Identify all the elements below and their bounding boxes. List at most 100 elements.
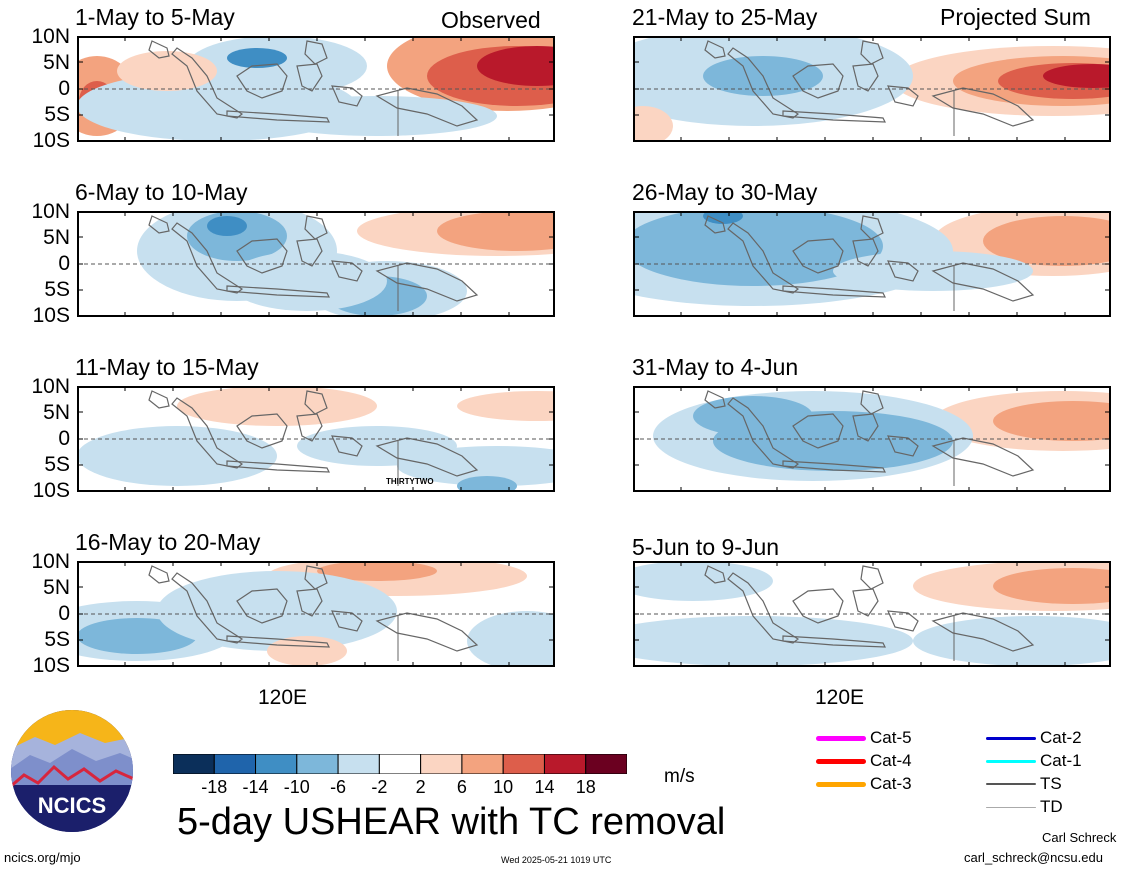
- panel-title-6: 31-May to 4-Jun: [632, 354, 799, 380]
- colorbar-tick-label: -2: [371, 777, 388, 797]
- coastline: [782, 460, 886, 473]
- coastline: [852, 588, 879, 617]
- shear-field: [77, 36, 555, 141]
- coastline: [931, 437, 1035, 477]
- coastline: [727, 572, 800, 644]
- coastlines: [704, 215, 1035, 311]
- coastline: [704, 215, 726, 234]
- legend-line-cat-2: [986, 736, 1036, 740]
- y-tick-label: 10S: [32, 304, 70, 327]
- shear-contour: [633, 106, 673, 142]
- coastline: [792, 588, 844, 624]
- shear-contour: [467, 611, 555, 667]
- legend-label: Cat-1: [1040, 751, 1082, 770]
- map-panel-4: [633, 211, 1111, 317]
- shear-contour: [633, 211, 883, 286]
- shear-field: [77, 386, 555, 492]
- map-panel-7: [77, 561, 555, 667]
- panel-title-2: 21-May to 25-May: [632, 4, 818, 30]
- coastline: [860, 40, 884, 65]
- shear-contour: [177, 386, 377, 426]
- colorbar-tick-label: 2: [415, 777, 426, 797]
- x-label-left: 120E: [258, 686, 308, 709]
- y-tick-label: 0: [58, 602, 70, 625]
- footer-author: Carl Schreck: [1042, 830, 1117, 845]
- y-tick-label: 10S: [32, 654, 70, 677]
- projected-label: Projected Sum: [940, 4, 1091, 30]
- shear-contour: [993, 568, 1111, 604]
- coastline: [148, 215, 170, 234]
- coastline: [171, 47, 244, 119]
- coastline: [171, 572, 244, 644]
- coastline: [931, 262, 1035, 302]
- shear-contour: [437, 211, 555, 251]
- coastline: [792, 413, 844, 449]
- colorbar-swatch: [255, 754, 298, 774]
- legend-label: TS: [1040, 774, 1062, 793]
- shear-contour: [77, 426, 277, 486]
- coastlines: [148, 390, 479, 486]
- colorbar-swatch: [543, 754, 587, 774]
- coastline: [375, 437, 479, 477]
- coastline: [852, 413, 879, 442]
- shear-contour: [257, 96, 497, 136]
- coastline: [887, 435, 919, 457]
- y-tick-label: 5S: [44, 628, 70, 651]
- coastline: [704, 390, 726, 409]
- coastline: [704, 40, 726, 59]
- coastline: [852, 238, 879, 267]
- coastline: [727, 397, 800, 469]
- colorbar-tick-label: 14: [534, 777, 555, 797]
- footer-email[interactable]: carl_schreck@ncsu.edu: [964, 850, 1103, 865]
- panel-title-8: 5-Jun to 9-Jun: [632, 534, 780, 560]
- footer-url[interactable]: ncics.org/mjo: [4, 850, 81, 865]
- x-label-right: 120E: [815, 686, 865, 709]
- map-panel-2: [633, 36, 1111, 142]
- shear-field: [633, 211, 1111, 306]
- coastline: [331, 85, 363, 107]
- coastline: [860, 565, 884, 590]
- coastline: [727, 222, 800, 294]
- shear-field: [137, 211, 555, 317]
- colorbar-tick-label: -10: [283, 777, 310, 797]
- coastline: [931, 87, 1035, 127]
- legend-line-td: [986, 806, 1036, 808]
- coastline: [887, 260, 919, 282]
- shear-field: [77, 561, 555, 667]
- legend-line-cat-5: [816, 735, 866, 741]
- shear-contour: [1043, 64, 1111, 88]
- coastlines: [704, 40, 1035, 136]
- coastline: [236, 238, 288, 274]
- colorbar-units: m/s: [664, 766, 695, 787]
- coastlines: [704, 565, 1035, 661]
- shear-contour: [457, 476, 517, 492]
- y-tick-label: 10N: [31, 200, 70, 223]
- coastline: [226, 110, 330, 123]
- map-panel-3: [77, 211, 555, 317]
- y-tick-label: 10N: [31, 25, 70, 48]
- coastline: [704, 565, 726, 584]
- coastline: [148, 40, 170, 59]
- coastlines: [148, 565, 479, 661]
- legend-line-cat-4: [816, 758, 866, 764]
- coastline: [171, 222, 244, 294]
- coastline: [296, 588, 323, 617]
- coastline: [331, 435, 363, 457]
- shear-field: [633, 561, 1111, 666]
- map-panel-6: [633, 386, 1111, 492]
- coastline: [304, 40, 328, 65]
- shear-contour: [207, 216, 247, 236]
- coastline: [860, 390, 884, 415]
- panel-title-5: 11-May to 15-May: [75, 354, 259, 380]
- coastline: [148, 565, 170, 584]
- coastlines: [148, 40, 479, 136]
- colorbar: [173, 754, 627, 774]
- shear-contour: [983, 216, 1111, 266]
- map-panel-8: [633, 561, 1111, 667]
- y-tick-label: 0: [58, 427, 70, 450]
- colorbar-swatch: [502, 754, 545, 774]
- shear-contour: [993, 401, 1111, 441]
- y-tick-label: 10S: [32, 129, 70, 152]
- coastline: [236, 63, 288, 99]
- shear-contour: [157, 571, 397, 651]
